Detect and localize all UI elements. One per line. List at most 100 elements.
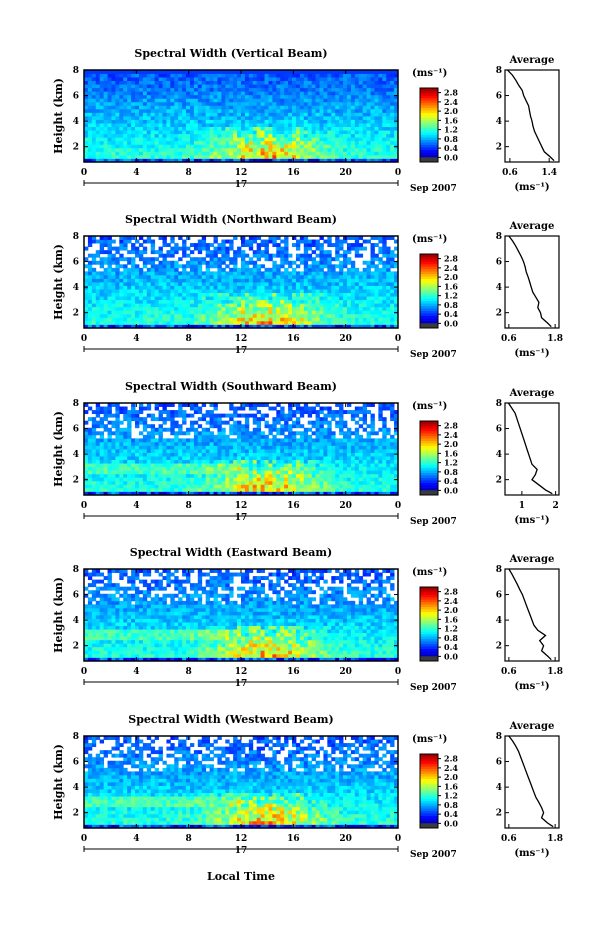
average-y-tick-label: 2 (496, 642, 502, 652)
average-line (507, 402, 553, 495)
average-frame (504, 69, 560, 163)
y-tick-label: 6 (73, 591, 79, 601)
average-line (507, 69, 555, 162)
colorbar-unit: (ms⁻¹) (412, 401, 447, 412)
average-x-tick-label: 2 (552, 501, 558, 511)
date-label: Sep 2007 (410, 683, 457, 693)
x-tick-label: 4 (133, 168, 139, 178)
colorbar-tick-label: 0.4 (444, 476, 458, 486)
average-title: Average (509, 721, 555, 732)
chart-title: Spectral Width (Westward Beam) (128, 713, 333, 726)
average-y-tick-label: 4 (496, 283, 502, 293)
colorbar-tick-label: 2.8 (444, 254, 458, 264)
colorbar-tick-label: 1.6 (444, 614, 458, 624)
average-y-tick-label: 4 (496, 117, 502, 127)
colorbar-tick-label: 0.8 (444, 134, 458, 144)
x-axis: 0 4 8 12 16 20 0 (81, 236, 401, 344)
colorbar: 2.82.42.01.61.20.80.40.0 (419, 586, 458, 662)
x-tick-label: 0 (81, 168, 87, 178)
y-tick-label: 2 (73, 143, 79, 153)
x-tick-label: 8 (186, 501, 192, 511)
y-axis: 2 4 6 8 (73, 399, 398, 486)
colorbar-unit: (ms⁻¹) (412, 734, 447, 745)
y-tick-label: 8 (73, 232, 79, 242)
average-x-tick-label: 1.8 (547, 667, 563, 677)
average-x-tick-label: 1.4 (541, 168, 557, 178)
average-frame (504, 402, 560, 496)
colorbar-tick-label: 0.4 (444, 309, 458, 319)
colorbar-tick-label: 0.8 (444, 633, 458, 643)
colorbar-tick-label: 1.2 (444, 291, 458, 301)
y-axis: 2 4 6 8 (73, 565, 398, 652)
x-tick-label: 12 (235, 501, 248, 511)
x-tick-label: 0 (81, 501, 87, 511)
y-tick-label: 6 (73, 92, 79, 102)
average-y-tick-label: 8 (496, 565, 502, 575)
x-axis: 0 4 8 12 16 20 0 (81, 403, 401, 511)
x-tick-label: 12 (235, 168, 248, 178)
average-x-tick-label: 1.8 (547, 334, 563, 344)
colorbar-tick-label: 2.4 (444, 596, 458, 606)
colorbar-tick-label: 1.2 (444, 458, 458, 468)
average-y-tick-label: 6 (496, 758, 502, 768)
average-y-tick-label: 8 (496, 232, 502, 242)
x-axis-label: Local Time (207, 870, 275, 883)
colorbar-tick-label: 1.6 (444, 781, 458, 791)
average-y-tick-label: 6 (496, 425, 502, 435)
average-plot: Average 0.6 1.4 2 4 6 8 (ms⁻¹) (496, 55, 560, 193)
colorbar-tick-label: 2.8 (444, 587, 458, 597)
x-tick-label: 0 (395, 834, 401, 844)
average-y-tick-label: 4 (496, 783, 502, 793)
colorbar-tick-label: 2.8 (444, 88, 458, 98)
average-y-tick-label: 6 (496, 591, 502, 601)
x-tick-label: 8 (186, 667, 192, 677)
heatmap-cells (84, 569, 399, 662)
colorbar-tick-label: 0.0 (444, 651, 458, 661)
y-tick-label: 4 (73, 117, 79, 127)
y-tick-label: 2 (73, 476, 79, 486)
x-tick-label: 12 (235, 667, 248, 677)
average-plot: Average 0.6 1.8 2 4 6 8 (ms⁻¹) (496, 221, 563, 359)
colorbar-tick-label: 0.0 (444, 318, 458, 328)
x-tick-label: 4 (133, 334, 139, 344)
y-axis: 2 4 6 8 (73, 732, 398, 819)
x-tick-label: 4 (133, 501, 139, 511)
average-x-label: (ms⁻¹) (514, 515, 549, 526)
day-label: 17 (235, 679, 248, 689)
colorbar-tick-label: 2.4 (444, 263, 458, 273)
colorbar-unit: (ms⁻¹) (412, 234, 447, 245)
panel-2: Spectral Width (Southward Beam)0 4 8 12 16 20… (52, 380, 560, 527)
average-plot: Average 0.6 1.8 2 4 6 8 (ms⁻¹) (496, 554, 563, 692)
x-tick-label: 4 (133, 667, 139, 677)
colorbar-tick-label: 2.4 (444, 97, 458, 107)
date-label: Sep 2007 (410, 350, 457, 360)
colorbar-tick-label: 2.0 (444, 439, 458, 449)
date-label: Sep 2007 (410, 517, 457, 527)
x-tick-label: 12 (235, 334, 248, 344)
average-x-tick-label: 0.6 (501, 834, 517, 844)
day-label: 17 (235, 846, 248, 856)
colorbar-tick-label: 1.2 (444, 791, 458, 801)
x-tick-label: 8 (186, 168, 192, 178)
colorbar-tick-label: 2.4 (444, 430, 458, 440)
y-tick-label: 2 (73, 309, 79, 319)
colorbar-tick-label: 0.0 (444, 818, 458, 828)
average-y-tick-label: 4 (496, 616, 502, 626)
date-label: Sep 2007 (410, 184, 457, 194)
average-x-tick-label: 1 (519, 501, 525, 511)
x-tick-label: 20 (339, 834, 352, 844)
y-tick-label: 4 (73, 616, 79, 626)
average-title: Average (509, 388, 555, 399)
x-tick-label: 0 (395, 667, 401, 677)
x-tick-label: 0 (395, 501, 401, 511)
average-x-label: (ms⁻¹) (514, 182, 549, 193)
colorbar-tick-label: 1.2 (444, 125, 458, 135)
y-axis-label: Height (km) (52, 744, 65, 820)
chart-title: Spectral Width (Southward Beam) (125, 380, 337, 393)
panel-4: Spectral Width (Westward Beam)0 4 8 12 16 20 0… (52, 713, 563, 860)
date-label: Sep 2007 (410, 850, 457, 860)
x-tick-label: 16 (287, 168, 300, 178)
colorbar: 2.82.42.01.61.20.80.40.0 (419, 420, 458, 496)
y-tick-label: 4 (73, 283, 79, 293)
